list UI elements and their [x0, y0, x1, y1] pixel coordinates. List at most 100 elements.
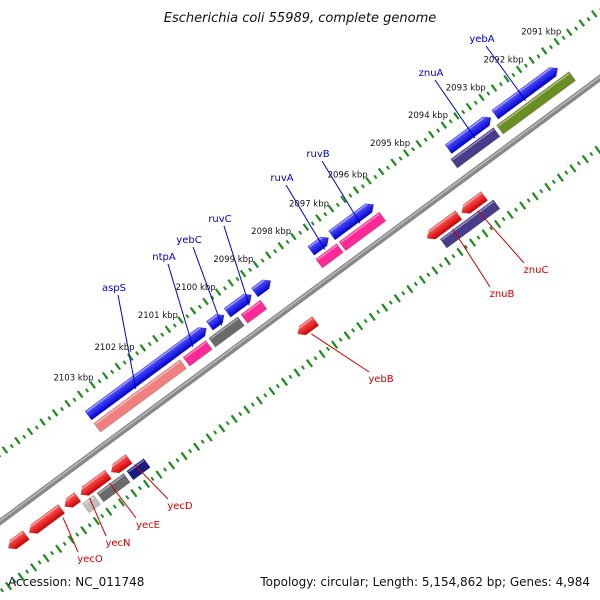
tick-major [142, 479, 151, 489]
gene-track [6, 67, 576, 550]
tick-dot [351, 328, 356, 333]
gene-sheen [295, 317, 313, 331]
tick-major [352, 186, 360, 194]
tick-major [130, 488, 138, 498]
tick-dot [574, 26, 579, 31]
tick-major [569, 164, 577, 173]
scale-label: 2103 kbp [53, 374, 93, 384]
tick-dot [175, 458, 180, 463]
tick-dot [323, 211, 328, 217]
tick-dot [498, 82, 503, 87]
gene-sheen [86, 327, 201, 413]
tick-dot [12, 578, 17, 584]
tick-major [67, 535, 75, 544]
tick-major [42, 553, 50, 563]
tick-major [105, 507, 113, 517]
gene-sheen [329, 203, 368, 233]
gene-yebb [297, 316, 320, 336]
forward-callout-line [285, 184, 326, 250]
gene-sheen [425, 211, 456, 235]
gene-label-yeba: yebA [469, 34, 494, 45]
tick-dot [25, 569, 30, 574]
gene-sheen [78, 471, 106, 492]
genome-summary-text: Topology: circular; Length: 5,154,862 bp… [259, 575, 590, 589]
tick-dot [125, 495, 130, 500]
tick-dot [300, 365, 305, 370]
tick-dot [213, 430, 218, 435]
tick-dot [112, 504, 117, 509]
tick-major [553, 37, 560, 46]
gene-label-yece: yecE [136, 520, 160, 531]
tick-major [481, 229, 489, 238]
tick-dot [411, 146, 416, 152]
gene-blue-forward [250, 279, 272, 298]
tick-major [340, 195, 347, 204]
scale-label: 2099 kbp [213, 255, 253, 265]
tick-dot [22, 434, 27, 440]
tick-major [365, 176, 372, 185]
tick-dot [561, 35, 566, 41]
tick-major [189, 306, 197, 315]
tick-major [428, 130, 435, 139]
tick-dot [551, 179, 556, 185]
tick-dot [398, 156, 403, 161]
tick-dot [486, 91, 491, 96]
gene-sheen [225, 294, 246, 310]
reverse-callout-line [311, 333, 370, 373]
gene-sheen [252, 279, 265, 290]
tick-major [594, 145, 600, 155]
tick-dot [549, 44, 553, 50]
tick-dot [100, 513, 105, 519]
tick-major [331, 340, 339, 349]
tick-major [139, 343, 147, 352]
tick-dot [511, 72, 516, 78]
tick-dot [376, 309, 381, 315]
tick-dot [85, 388, 90, 393]
tick-major [89, 381, 96, 389]
tick-dot [438, 263, 443, 268]
tick-major [205, 433, 213, 442]
gene-label-yeco: yecO [77, 554, 103, 565]
scale-label: 2097 kbp [289, 199, 329, 209]
gene-sheen [340, 213, 380, 244]
tick-dot [476, 235, 481, 240]
tick-dot [137, 485, 142, 491]
gene-red-reverse [426, 210, 463, 240]
tick-major [39, 418, 46, 426]
scale-label: 2102 kbp [94, 343, 134, 353]
gene-blue-forward [84, 327, 207, 421]
tick-major [356, 321, 364, 331]
forward-callout-line [192, 246, 223, 326]
tick-dot [589, 151, 594, 157]
tick-major [431, 266, 439, 275]
tick-dot [50, 550, 55, 556]
gene-label-ntpa: ntpA [152, 252, 176, 263]
gene-sheen [497, 72, 570, 127]
tick-major [465, 102, 473, 111]
tick-dot [423, 137, 428, 143]
gene-label-ruva: ruvA [270, 173, 293, 184]
tick-major [293, 368, 301, 377]
tick-dot [75, 532, 80, 537]
tick-dot [250, 402, 255, 407]
scale-label: 2092 kbp [483, 55, 523, 65]
tick-major [114, 362, 122, 371]
forward-tick-track [0, 7, 600, 458]
tick-dot [59, 406, 64, 412]
tick-major [302, 223, 310, 232]
tick-dot [448, 119, 453, 124]
tick-dot [160, 332, 165, 337]
tick-major [227, 279, 234, 287]
forward-callout-line [167, 263, 194, 348]
gene-blue-forward [328, 203, 374, 241]
reverse-callout-line [62, 517, 79, 553]
tick-major [402, 149, 410, 157]
tick-dot [451, 253, 456, 259]
gene-label-asps: aspS [102, 283, 126, 294]
gene-asps [93, 359, 187, 433]
tick-dot [338, 337, 343, 342]
tick-major [540, 47, 548, 55]
tick-dot [72, 397, 77, 402]
